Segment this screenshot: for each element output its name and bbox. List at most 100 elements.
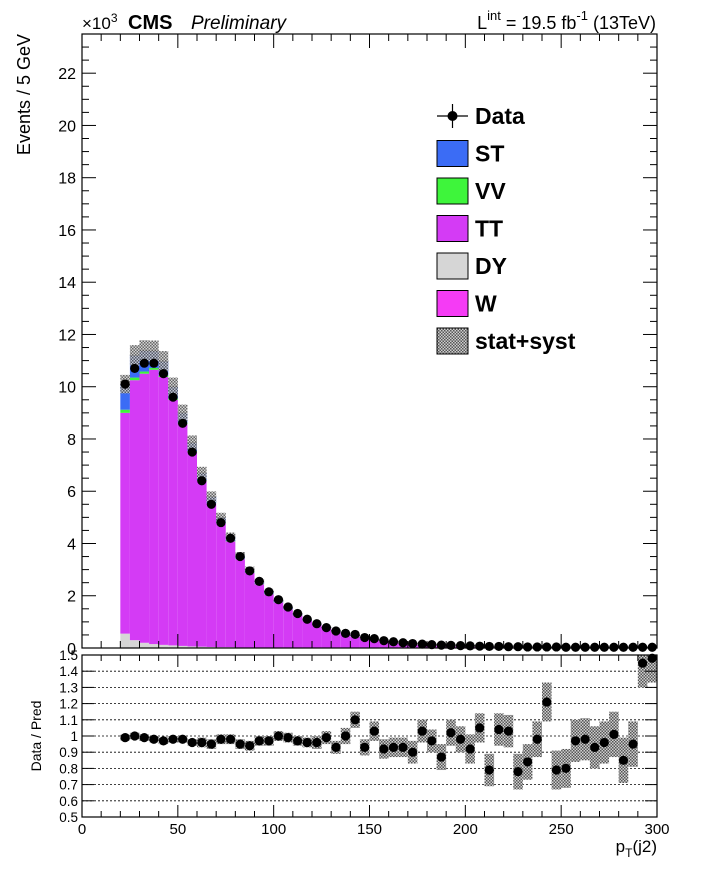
ratio-point — [570, 736, 581, 746]
bar-dy — [139, 642, 150, 648]
ratio-point — [321, 733, 331, 743]
ratio-point — [235, 739, 245, 749]
ratio-plot-frame — [81, 654, 658, 818]
ratio-y-tick-label: 0.7 — [59, 778, 78, 793]
data-point — [273, 595, 284, 605]
x-tick-label: 150 — [357, 821, 382, 838]
ratio-y-tick-label: 0.6 — [59, 794, 78, 809]
bar-tt — [302, 620, 312, 648]
data-point — [369, 633, 379, 644]
bar-vv — [149, 367, 159, 370]
bar-tt — [197, 480, 207, 647]
data-point — [551, 642, 561, 652]
ratio-y-tick-label: 1.2 — [59, 697, 78, 712]
bar-tt — [254, 584, 265, 648]
y-tick-label: 12 — [58, 327, 76, 344]
data-point — [503, 642, 514, 652]
data-point — [312, 619, 322, 629]
y-tick-label: 4 — [67, 536, 76, 553]
ratio-point — [590, 742, 600, 752]
ratio-y-tick-label: 1.3 — [59, 680, 78, 695]
data-point — [590, 642, 600, 652]
ratio-point — [225, 734, 236, 744]
ratio-point — [149, 734, 159, 744]
legend-label: DY — [475, 253, 507, 279]
data-point — [638, 642, 648, 652]
ratio-point — [168, 734, 178, 744]
bar-vv — [120, 409, 130, 413]
ratio-point — [494, 724, 504, 735]
ratio-point — [245, 741, 255, 751]
data-point — [408, 638, 418, 649]
legend-entry-dy: DY — [436, 252, 507, 280]
data-point — [628, 642, 638, 652]
ratio-point — [542, 697, 552, 707]
data-point — [235, 551, 245, 562]
ratio-point — [446, 728, 456, 738]
ratio-point — [532, 734, 542, 744]
ratio-point — [379, 744, 389, 754]
data-point — [609, 642, 619, 652]
bar-tt — [149, 369, 159, 645]
bar-tt — [283, 609, 293, 648]
ratio-point — [350, 715, 360, 725]
ratio-y-tick-label: 0.5 — [59, 810, 78, 825]
data-point — [225, 533, 236, 543]
data-point — [513, 642, 523, 652]
bar-tt — [244, 572, 255, 648]
data-point — [264, 587, 274, 597]
ratio-point — [580, 734, 590, 744]
data-point — [580, 642, 590, 652]
uncertainty-band-bin — [216, 512, 226, 522]
legend-marker — [447, 111, 458, 121]
data-point — [340, 628, 351, 638]
ratio-point — [638, 658, 648, 668]
ratio-point — [408, 747, 418, 757]
x-tick-label: 200 — [453, 821, 478, 838]
legend-entry-tt: TT — [436, 215, 503, 242]
bar-tt — [312, 624, 322, 648]
legend-label: Data — [475, 103, 525, 129]
bar-tt — [216, 523, 226, 648]
ratio-point — [417, 726, 427, 736]
y-tick-label: 14 — [58, 275, 76, 292]
data-point — [130, 363, 140, 374]
ratio-band-bin — [647, 655, 657, 683]
ratio-y-axis-label: Data / Pred — [28, 701, 44, 772]
data-point — [570, 642, 581, 652]
data-point — [388, 637, 399, 647]
data-point — [523, 642, 533, 652]
ratio-y-tick-label: 1.4 — [59, 664, 78, 679]
ratio-points — [120, 653, 657, 777]
legend-entry-st: ST — [436, 140, 504, 167]
data-point — [187, 447, 197, 457]
preliminary-label: Preliminary — [191, 13, 288, 34]
bar-tt — [206, 503, 217, 647]
ratio-point — [120, 733, 130, 743]
data-point — [321, 623, 331, 633]
data-point — [168, 392, 178, 402]
data-point — [455, 641, 466, 651]
ratio-point — [197, 737, 207, 748]
uncertainty-band-bin — [149, 340, 159, 362]
ratio-point — [551, 765, 561, 775]
ratio-point — [618, 755, 629, 765]
uncertainty-band-ratio — [120, 655, 657, 790]
data-point — [302, 614, 312, 624]
y-tick-label: 20 — [58, 118, 76, 135]
ratio-point — [360, 742, 370, 752]
ratio-point — [561, 763, 571, 774]
bar-dy — [187, 646, 197, 648]
data-point — [216, 517, 226, 528]
bar-tt — [177, 423, 188, 646]
data-point — [599, 642, 609, 652]
ratio-point — [388, 742, 399, 752]
bar-tt — [235, 559, 245, 648]
ratio-point — [158, 736, 169, 746]
bar-tt — [350, 636, 360, 648]
uncertainty-band-bin — [206, 491, 217, 503]
ratio-band-bin — [637, 655, 648, 688]
ratio-point — [609, 729, 619, 739]
data-point — [178, 418, 188, 428]
legend-entry-w: W — [436, 290, 497, 317]
